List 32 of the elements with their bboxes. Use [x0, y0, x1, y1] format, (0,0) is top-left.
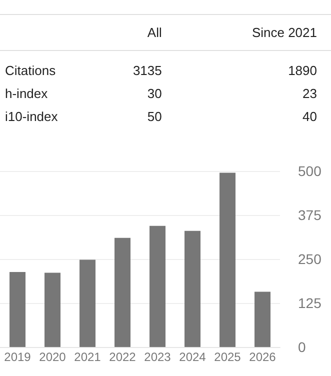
- text: 50: [146, 108, 162, 126]
- y-tick-label: 250: [298, 251, 322, 267]
- bar: [114, 238, 130, 347]
- bar: [44, 272, 60, 347]
- text: 1890: [287, 62, 318, 80]
- y-tick-label: 0: [298, 339, 306, 355]
- category-label: Citations: [5, 63, 56, 78]
- x-tick-label: 2021: [74, 350, 102, 364]
- category-label: Since 2021: [162, 15, 331, 50]
- text: 3135: [132, 62, 162, 80]
- category-label: h-index: [5, 86, 48, 101]
- category-label: All: [100, 15, 162, 50]
- text: 30: [146, 85, 162, 103]
- x-tick-label: 2022: [109, 350, 136, 364]
- bar: [254, 292, 270, 347]
- bar: [184, 230, 200, 347]
- bar: [80, 260, 96, 347]
- y-tick-label: 375: [298, 207, 322, 223]
- x-tick-label: 2026: [249, 350, 276, 364]
- bar: [10, 272, 26, 347]
- category-label: i10-index: [5, 109, 58, 124]
- x-tick-label: 2019: [4, 350, 32, 364]
- x-tick-label: 2020: [39, 350, 66, 364]
- x-tick-label: 2023: [144, 350, 172, 364]
- x-tick-label: 2025: [214, 350, 242, 364]
- bar: [150, 226, 166, 347]
- x-tick-label: 2024: [179, 350, 206, 364]
- text: 23: [302, 85, 318, 103]
- bar: [220, 172, 236, 347]
- text: 40: [302, 108, 318, 126]
- y-tick-label: 500: [298, 163, 322, 179]
- y-tick-label: 125: [298, 295, 322, 311]
